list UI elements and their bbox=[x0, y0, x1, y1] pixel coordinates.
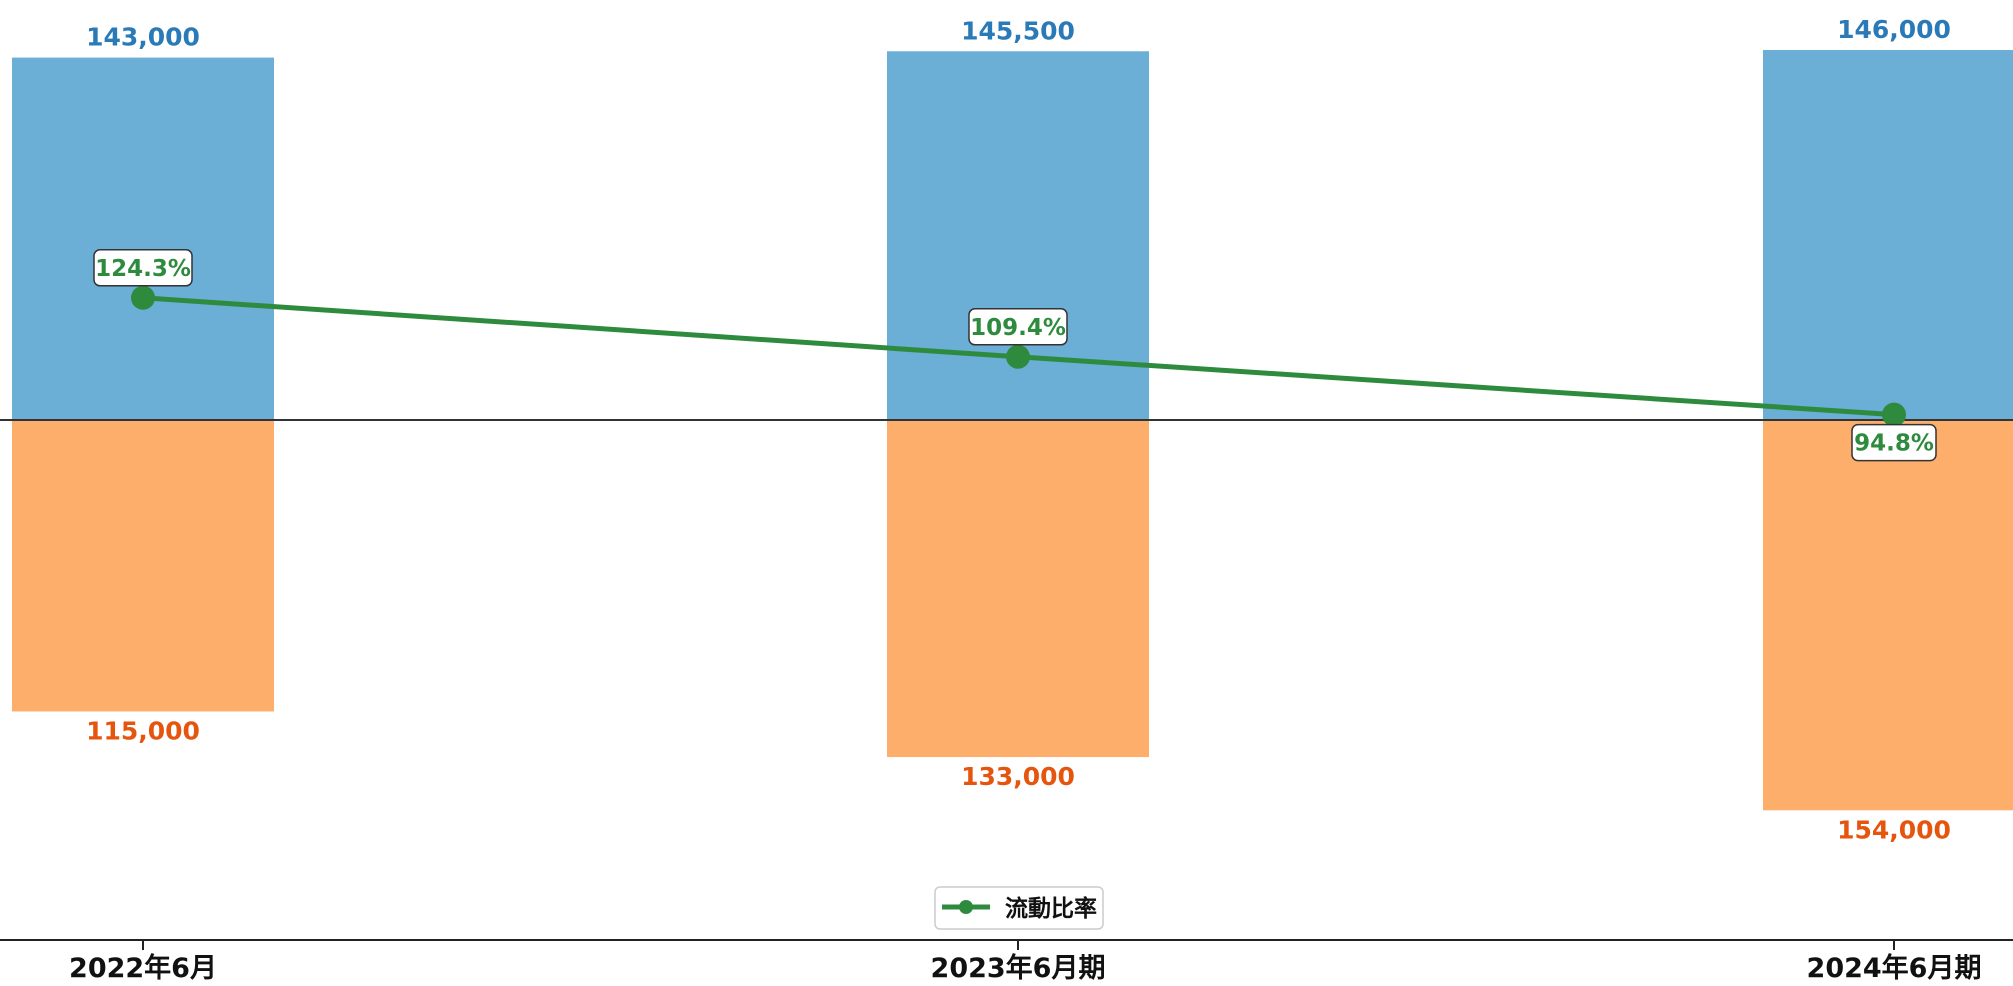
bar-positive bbox=[1763, 50, 2013, 420]
bar-negative bbox=[12, 420, 274, 712]
ratio-label-box bbox=[1851, 423, 1937, 462]
ratio-point bbox=[131, 285, 155, 310]
ratio-label: 124.3% bbox=[95, 256, 191, 282]
ratio-label: 109.4% bbox=[970, 315, 1066, 341]
ratio-label: 94.8% bbox=[1854, 431, 1934, 457]
x-tick-label: 2023年6月期 bbox=[931, 952, 1106, 982]
ratio-label-box bbox=[968, 308, 1068, 346]
bar-label-bottom: 115,000 bbox=[86, 716, 200, 745]
x-tick-label: 2024年6月期 bbox=[1807, 952, 1982, 982]
ratio-point bbox=[1882, 402, 1906, 427]
legend-dot-marker bbox=[959, 900, 973, 914]
x-tick-label: 2022年6月 bbox=[69, 952, 217, 982]
bar-label-bottom: 154,000 bbox=[1837, 815, 1951, 844]
legend-box bbox=[934, 886, 1104, 930]
bar-positive bbox=[12, 57, 274, 420]
bar-label-top: 145,500 bbox=[961, 16, 1075, 45]
ratio-point bbox=[1006, 344, 1030, 369]
bar-negative bbox=[1763, 420, 2013, 811]
bar-label-top: 143,000 bbox=[86, 23, 200, 52]
legend: 流動比率 bbox=[934, 886, 1104, 930]
bar-label-bottom: 133,000 bbox=[961, 762, 1075, 791]
bar-negative bbox=[887, 420, 1149, 758]
ratio-label-box bbox=[93, 249, 193, 287]
legend-label: 流動比率 bbox=[1005, 895, 1097, 922]
bar-label-top: 146,000 bbox=[1837, 15, 1951, 44]
